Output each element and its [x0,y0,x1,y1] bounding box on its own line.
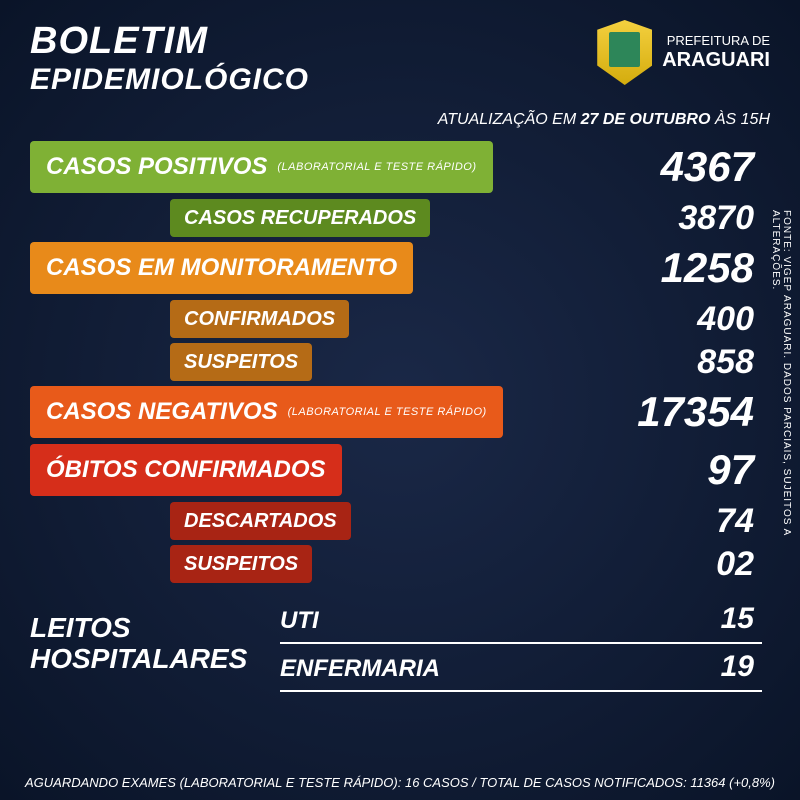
row-positivos: CASOS POSITIVOS (LABORATORIAL E TESTE RÁ… [30,141,762,193]
prefeitura-label: PREFEITURA DE ARAGUARI [662,33,770,73]
label-descartados: DESCARTADOS [170,502,351,540]
hlabel-enfermaria: ENFERMARIA [280,655,721,683]
row-descartados: DESCARTADOS 74 [30,502,762,540]
source-note: FONTE: VIGEP ARAGUARI. DADOS PARCIAIS, S… [770,210,792,590]
label-confirmados: CONFIRMADOS [170,300,349,338]
label-monitoramento: CASOS EM MONITORAMENTO [30,242,413,294]
logo-area: PREFEITURA DE ARAGUARI [597,20,770,85]
hospital-title-line1: LEITOS [30,613,260,644]
update-line: ATUALIZAÇÃO EM 27 DE OUTUBRO ÀS 15H [0,107,800,141]
note-positivos: (LABORATORIAL E TESTE RÁPIDO) [277,161,476,173]
row-confirmados: CONFIRMADOS 400 [30,300,762,338]
row-negativos: CASOS NEGATIVOS (LABORATORIAL E TESTE RÁ… [30,386,762,438]
value-negativos: 17354 [503,386,762,438]
value-suspeitos-ob: 02 [312,545,762,583]
value-monitoramento: 1258 [413,242,762,294]
bulletin-title: BOLETIM EPIDEMIOLÓGICO [30,20,309,97]
label-negativos: CASOS NEGATIVOS (LABORATORIAL E TESTE RÁ… [30,386,503,438]
prefeitura-line1: PREFEITURA DE [662,33,770,49]
label-suspeitos-ob: SUSPEITOS [170,545,312,583]
hvalue-uti: 15 [721,602,754,636]
row-obitos: ÓBITOS CONFIRMADOS 97 [30,444,762,496]
value-obitos: 97 [342,444,762,496]
label-positivos: CASOS POSITIVOS (LABORATORIAL E TESTE RÁ… [30,141,493,193]
row-monitoramento: CASOS EM MONITORAMENTO 1258 [30,242,762,294]
label-suspeitos-mon: SUSPEITOS [170,343,312,381]
update-suffix: ÀS 15H [710,111,770,128]
footer-text: AGUARDANDO EXAMES (LABORATORIAL E TESTE … [0,775,800,790]
value-suspeitos-mon: 858 [312,343,762,381]
hospital-section: LEITOS HOSPITALARES UTI 15 ENFERMARIA 19 [0,588,800,692]
value-descartados: 74 [351,502,762,540]
hospital-title-line2: HOSPITALARES [30,644,260,675]
data-rows: CASOS POSITIVOS (LABORATORIAL E TESTE RÁ… [0,141,800,583]
update-prefix: ATUALIZAÇÃO EM [438,111,581,128]
value-positivos: 4367 [493,141,763,193]
value-recuperados: 3870 [430,199,762,237]
title-line2: EPIDEMIOLÓGICO [30,63,309,97]
update-date: 27 DE OUTUBRO [581,111,711,128]
hospital-rows: UTI 15 ENFERMARIA 19 [280,596,762,692]
row-suspeitos-ob: SUSPEITOS 02 [30,545,762,583]
prefeitura-line2: ARAGUARI [662,48,770,72]
row-recuperados: CASOS RECUPERADOS 3870 [30,199,762,237]
hrow-uti: UTI 15 [280,596,762,644]
hrow-enfermaria: ENFERMARIA 19 [280,644,762,692]
label-obitos: ÓBITOS CONFIRMADOS [30,444,342,496]
row-suspeitos-mon: SUSPEITOS 858 [30,343,762,381]
city-shield-icon [597,20,652,85]
label-recuperados: CASOS RECUPERADOS [170,199,430,237]
hlabel-uti: UTI [280,607,721,635]
value-confirmados: 400 [349,300,762,338]
header: BOLETIM EPIDEMIOLÓGICO PREFEITURA DE ARA… [0,0,800,107]
hospital-title: LEITOS HOSPITALARES [30,613,260,675]
hvalue-enfermaria: 19 [721,650,754,684]
title-line1: BOLETIM [30,20,309,63]
note-negativos: (LABORATORIAL E TESTE RÁPIDO) [288,406,487,418]
